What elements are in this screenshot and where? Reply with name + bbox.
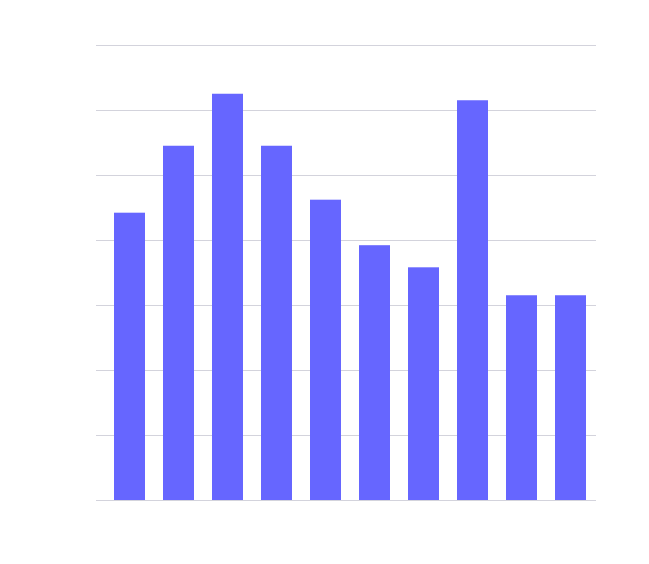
- bar: [310, 199, 341, 500]
- bar: [555, 295, 586, 500]
- bar: [359, 245, 390, 500]
- bar: [506, 295, 537, 500]
- bar: [212, 93, 243, 500]
- bar: [114, 212, 145, 500]
- bar: [457, 100, 488, 500]
- bar: [163, 145, 194, 500]
- bar: [408, 267, 439, 500]
- bar: [261, 145, 292, 500]
